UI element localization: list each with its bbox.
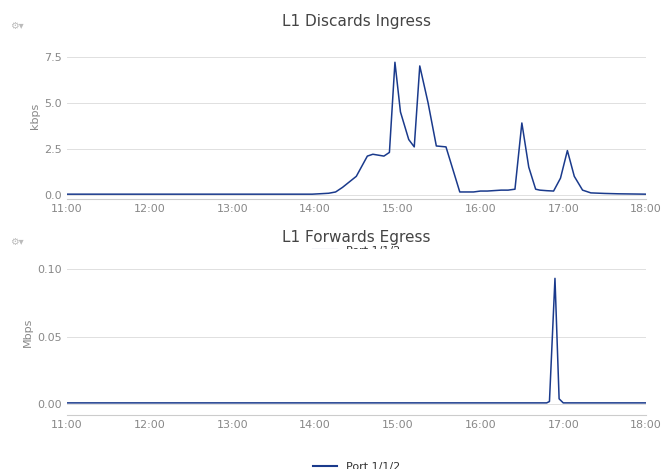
Text: ⚙▾: ⚙▾ [10,21,23,31]
Text: ⚙▾: ⚙▾ [10,237,23,247]
Title: L1 Discards Ingress: L1 Discards Ingress [282,14,431,29]
Y-axis label: kbps: kbps [30,103,40,129]
Legend: Port 1/1/2: Port 1/1/2 [308,457,404,469]
Title: L1 Forwards Egress: L1 Forwards Egress [282,230,430,245]
Legend: Port 1/1/2: Port 1/1/2 [308,242,404,260]
Y-axis label: Mbps: Mbps [23,317,33,347]
